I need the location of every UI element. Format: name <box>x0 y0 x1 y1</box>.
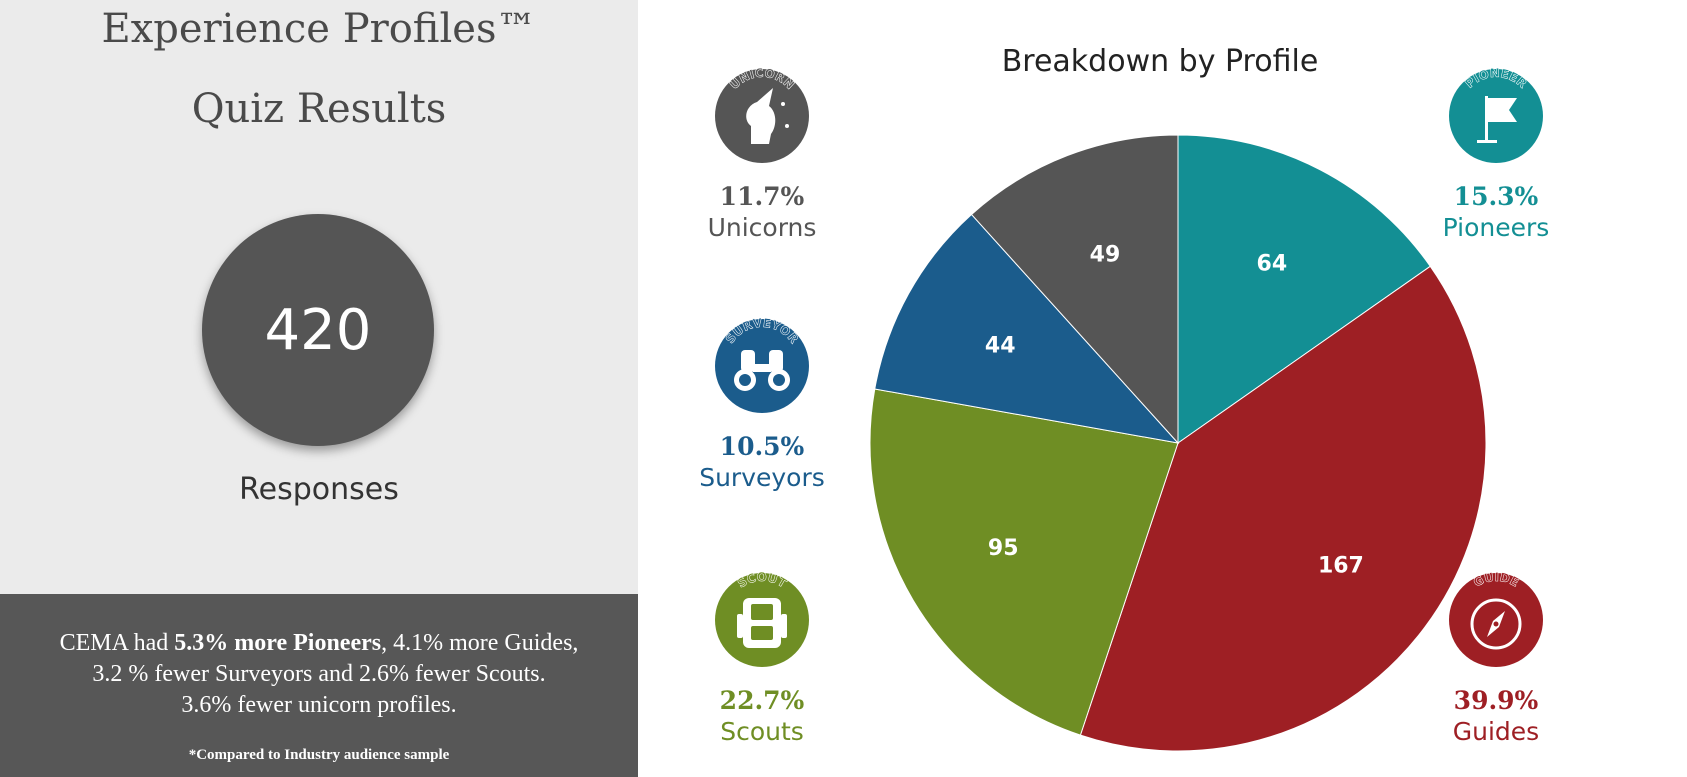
unicorn-percent: 11.7% <box>719 182 805 211</box>
comparison-note-box: CEMA had 5.3% more Pioneers, 4.1% more G… <box>0 594 638 777</box>
pie-slice-surveyors <box>874 213 1180 444</box>
comparison-note: CEMA had 5.3% more Pioneers, 4.1% more G… <box>0 628 638 721</box>
responses-label: Responses <box>239 472 399 507</box>
pie-label-scouts: 95 <box>988 536 1019 561</box>
pie-label-unicorns: 49 <box>1090 242 1121 267</box>
profile-pioneer: PIONEER 15.3% Pioneers <box>1406 56 1586 244</box>
pie-label-surveyors: 44 <box>985 333 1016 358</box>
note-line3: 3.6% fewer unicorn profiles. <box>181 692 457 718</box>
pie-label-pioneers: 64 <box>1257 252 1288 277</box>
binoculars-icon: SURVEYOR <box>715 315 809 413</box>
profile-surveyor: SURVEYOR 10.5% Surveyors <box>672 306 852 494</box>
unicorn-icon: UNICORN <box>715 66 809 163</box>
guide-name: Guides <box>1452 717 1540 746</box>
responses-count: 420 <box>264 297 372 363</box>
pioneer-name: Pioneers <box>1442 213 1550 242</box>
unicorn-name: Unicorns <box>707 213 817 242</box>
svg-text:SCOUT: SCOUT <box>735 570 790 591</box>
backpack-icon: SCOUT <box>715 570 809 667</box>
compass-icon: GUIDE <box>1449 570 1543 667</box>
pie-slice-unicorns <box>970 134 1179 445</box>
note-part2: , 4.1% more Guides, <box>381 630 579 656</box>
responses-circle: 420 <box>202 214 434 446</box>
guide-percent: 39.9% <box>1453 686 1539 715</box>
page-subtitle: Quiz Results <box>191 86 447 132</box>
footnote: *Compared to Industry audience sample <box>188 747 450 763</box>
summary-panel: Experience Profiles™ Quiz Results 420 Re… <box>0 0 638 777</box>
svg-text:GUIDE: GUIDE <box>1471 570 1521 590</box>
pie-slice-guides <box>1079 265 1487 752</box>
profile-unicorn: UNICORN 11.7% Unicorns <box>672 56 852 244</box>
chart-title: Breakdown by Profile <box>1001 44 1319 79</box>
page-title: Experience Profiles™ <box>101 6 537 52</box>
pie-slice-pioneers <box>1177 134 1431 444</box>
note-highlight: 5.3% more Pioneers <box>174 630 382 656</box>
profile-scout: SCOUT 22.7% Scouts <box>672 560 852 748</box>
note-line2: 3.2 % fewer Surveyors and 2.6% fewer Sco… <box>92 661 546 687</box>
pioneer-percent: 15.3% <box>1453 182 1539 211</box>
scout-percent: 22.7% <box>719 686 805 715</box>
pie-label-guides: 167 <box>1318 554 1364 579</box>
profile-guide: GUIDE 39.9% Guides <box>1406 560 1586 748</box>
flag-icon: PIONEER <box>1449 66 1543 163</box>
scout-badge-text: SCOUT <box>735 570 790 592</box>
scout-name: Scouts <box>720 717 804 746</box>
guide-badge-text: GUIDE <box>1471 570 1522 590</box>
surveyor-percent: 10.5% <box>719 432 805 461</box>
pie-slice-scouts <box>869 388 1179 736</box>
surveyor-name: Surveyors <box>699 463 825 492</box>
note-part1: CEMA had <box>59 630 175 656</box>
